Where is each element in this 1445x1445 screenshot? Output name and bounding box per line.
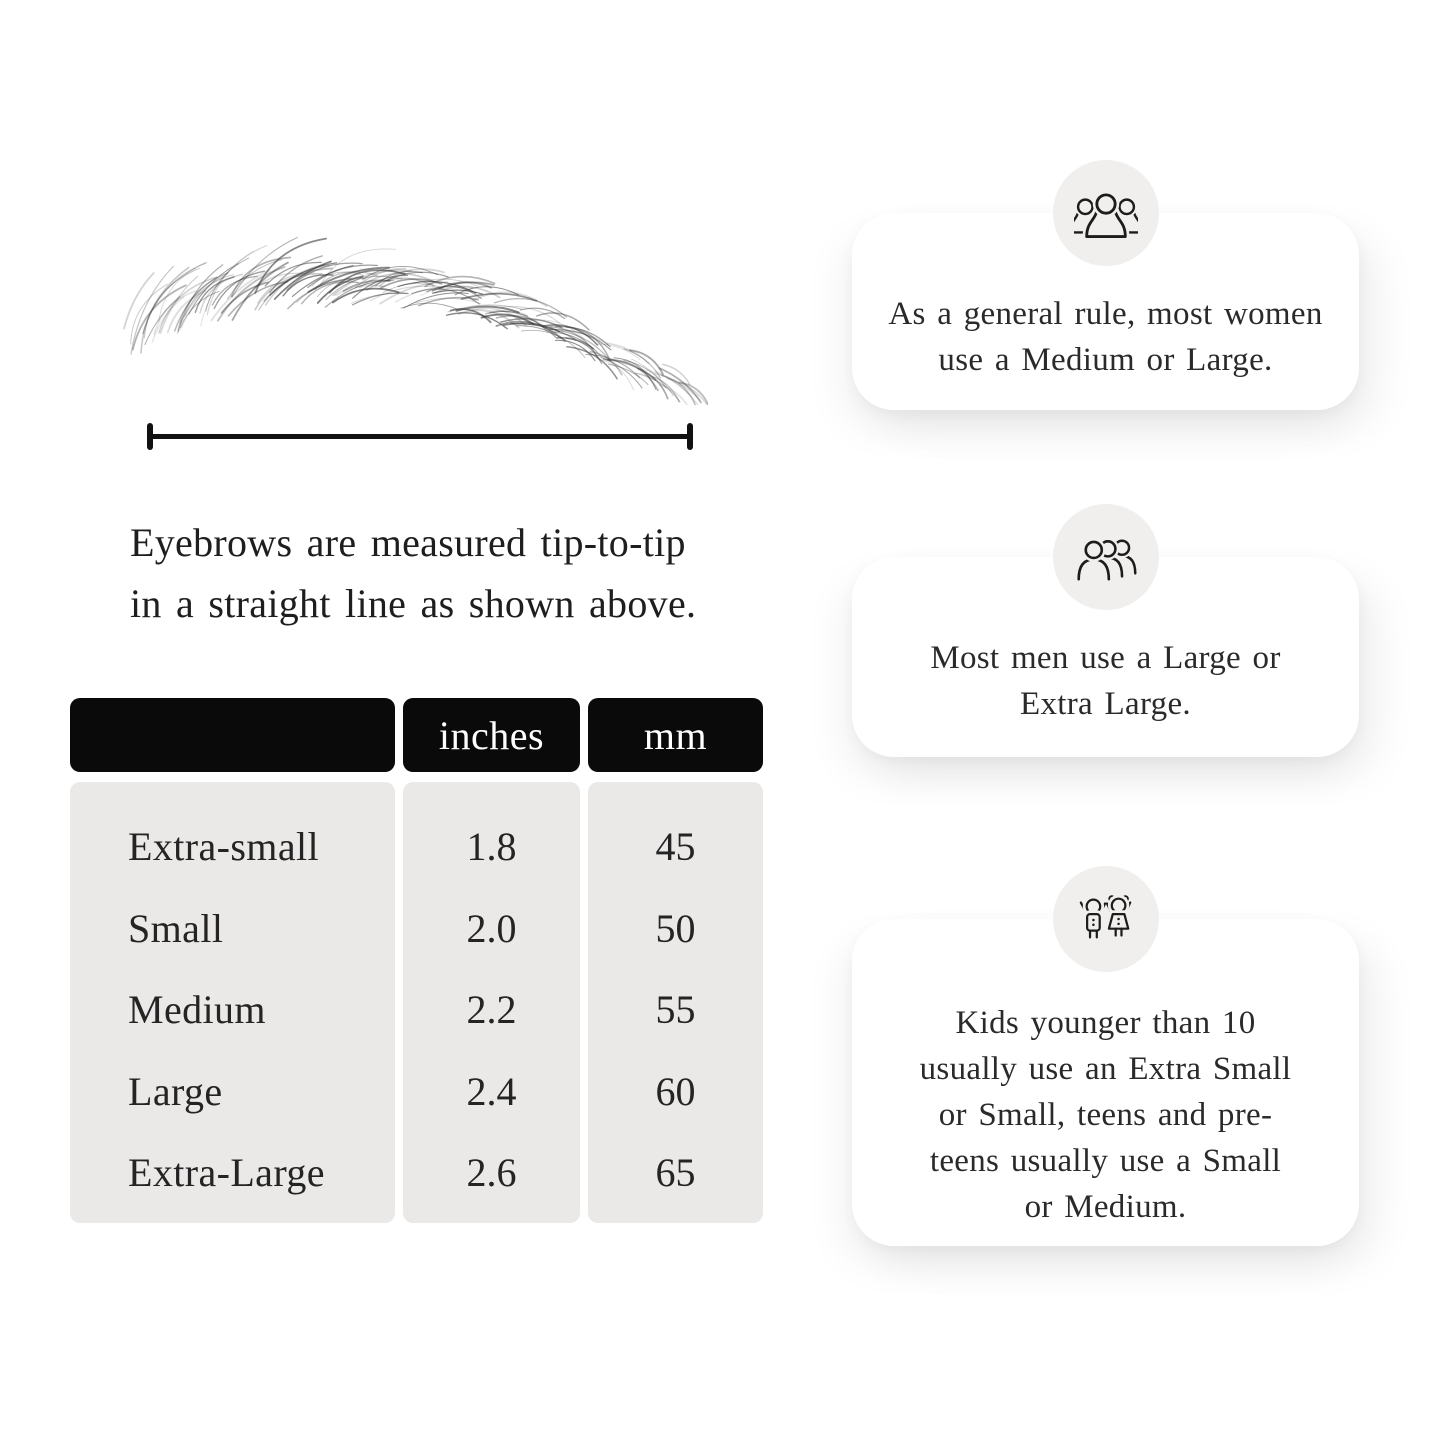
card-text: As a general rule, most women use a Medi… (888, 296, 1323, 378)
info-card-men: Most men use a Large or Extra Large. (852, 504, 1359, 757)
inches-value: 1.8 (466, 823, 517, 869)
women-group-icon (1073, 190, 1138, 238)
caption-line-2: in a straight line as shown above. (130, 581, 697, 626)
size-label: Small (128, 905, 224, 951)
icon-badge (1052, 866, 1159, 972)
table-header-mm: mm (588, 698, 763, 772)
table-row: Large 2.4 60 (70, 1061, 763, 1121)
measurement-line (147, 423, 693, 450)
mm-value: 55 (655, 986, 696, 1032)
table-body-col-inches (403, 782, 580, 1223)
measurement-right-tick (687, 423, 693, 450)
kids-icon (1079, 894, 1132, 939)
caption-line-1: Eyebrows are measured tip-to-tip (130, 520, 686, 565)
icon-badge (1052, 504, 1159, 610)
eyebrow-illustration (123, 236, 708, 405)
inches-value: 2.6 (466, 1149, 517, 1195)
card-text: Most men use a Large or Extra Large. (930, 640, 1281, 722)
table-row: Extra-small 1.8 45 (70, 816, 763, 876)
icon-badge (1052, 160, 1159, 266)
info-card-women: As a general rule, most women use a Medi… (852, 160, 1359, 410)
table-body-col-size (70, 782, 395, 1223)
size-label: Medium (128, 986, 266, 1032)
table-row: Medium 2.2 55 (70, 979, 763, 1039)
table-header-size (70, 698, 395, 772)
info-card-kids: Kids younger than 10 usually use an Extr… (852, 866, 1359, 1246)
size-label: Extra-Large (128, 1149, 325, 1195)
mm-value: 60 (655, 1068, 696, 1114)
size-table: inches mm Extra-small 1.8 45 Small 2.0 5… (70, 698, 763, 1223)
table-header-inches: inches (403, 698, 580, 772)
mm-value: 45 (655, 823, 696, 869)
size-label: Large (128, 1068, 223, 1114)
men-group-icon (1074, 536, 1138, 582)
mm-value: 50 (655, 905, 696, 951)
table-row: Extra-Large 2.6 65 (70, 1142, 763, 1202)
table-body-col-mm (588, 782, 763, 1223)
mm-value: 65 (655, 1149, 696, 1195)
size-label: Extra-small (128, 823, 320, 869)
inches-value: 2.4 (466, 1068, 517, 1114)
table-row: Small 2.0 50 (70, 898, 763, 958)
inches-value: 2.2 (466, 986, 517, 1032)
inches-value: 2.0 (466, 905, 517, 951)
card-text: Kids younger than 10 usually use an Extr… (919, 1005, 1292, 1225)
measurement-bar (149, 434, 691, 439)
measurement-caption: Eyebrows are measured tip-to-tip in a st… (130, 512, 770, 634)
